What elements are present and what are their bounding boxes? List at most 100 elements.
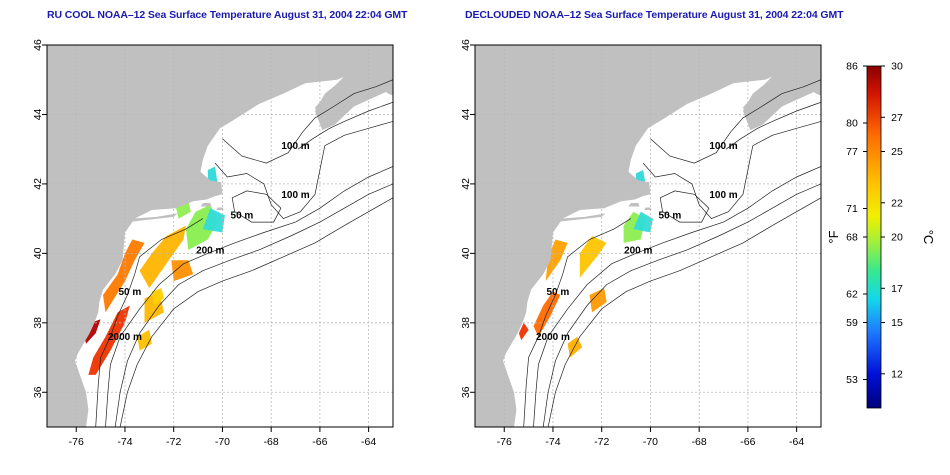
bathymetry-contour bbox=[642, 121, 821, 220]
sst-patch bbox=[579, 236, 607, 278]
contour-label: 50 m bbox=[546, 287, 569, 298]
bathymetry-contour bbox=[659, 190, 710, 223]
x-tick-label: -76 bbox=[497, 436, 512, 448]
island bbox=[200, 203, 212, 207]
bathymetry-contour bbox=[105, 166, 393, 427]
celsius-tick-label: 27 bbox=[891, 112, 903, 124]
x-tick-label: -64 bbox=[789, 436, 804, 448]
x-tick-label: -74 bbox=[545, 436, 560, 448]
y-tick-label: 40 bbox=[460, 247, 472, 259]
celsius-tick-label: 30 bbox=[891, 61, 903, 73]
contour-label: 50 m bbox=[118, 287, 141, 298]
y-tick-label: 46 bbox=[32, 39, 44, 51]
bathymetry-contour bbox=[533, 166, 821, 427]
temperature-colorbar: 30 27 25 22 20 17 15 12 86 80 77 71 68 62 59 53 °F °C bbox=[826, 61, 936, 409]
bathymetry-contour bbox=[214, 121, 393, 220]
y-tick-label: 38 bbox=[32, 317, 44, 329]
sst-patch bbox=[171, 260, 194, 282]
sst-patch bbox=[207, 166, 218, 184]
y-tick-label: 44 bbox=[460, 108, 472, 120]
bathymetry-contour bbox=[95, 218, 204, 427]
island bbox=[555, 213, 606, 223]
contour-label: 2000 m bbox=[108, 332, 142, 343]
contour-label: 2000 m bbox=[536, 332, 570, 343]
left-map-panel: 100 m 100 m 50 m 200 m 50 m 2000 m -76 -74 -72 -7… bbox=[32, 39, 394, 448]
y-tick-label: 36 bbox=[460, 386, 472, 398]
right-panel-title: DECLOUDED NOAA–12 Sea Surface Temperatur… bbox=[465, 9, 844, 21]
colorbar-gradient bbox=[866, 65, 882, 409]
x-tick-label: -66 bbox=[740, 436, 755, 448]
y-tick-label: 44 bbox=[32, 108, 44, 120]
fahrenheit-unit: °F bbox=[826, 230, 841, 243]
bathymetry-contour bbox=[297, 101, 393, 150]
contour-label: 200 m bbox=[196, 245, 224, 256]
fahrenheit-tick-label: 62 bbox=[846, 289, 858, 301]
bathymetry-contour bbox=[547, 197, 821, 427]
contour-label: 100 m bbox=[281, 141, 309, 152]
celsius-tick-label: 22 bbox=[891, 197, 903, 209]
x-tick-label: -76 bbox=[69, 436, 84, 448]
bathymetry-contour bbox=[222, 79, 393, 164]
y-tick-label: 46 bbox=[460, 39, 472, 51]
x-tick-label: -70 bbox=[643, 436, 658, 448]
island bbox=[127, 213, 178, 223]
x-tick-label: -72 bbox=[166, 436, 181, 448]
land-mass bbox=[47, 45, 393, 427]
land-mass bbox=[743, 45, 821, 131]
y-tick-label: 40 bbox=[32, 247, 44, 259]
celsius-tick-label: 12 bbox=[891, 368, 903, 380]
y-tick-label: 36 bbox=[32, 386, 44, 398]
fahrenheit-tick-label: 71 bbox=[846, 203, 858, 215]
sst-patch bbox=[151, 288, 164, 306]
sst-patch bbox=[176, 201, 191, 219]
celsius-unit: °C bbox=[921, 230, 936, 245]
x-tick-label: -68 bbox=[692, 436, 707, 448]
right-map-panel: 100 m 100 m 50 m 200 m 50 m 2000 m -76 -74 -72 -7… bbox=[460, 39, 822, 448]
fahrenheit-tick-label: 80 bbox=[846, 118, 858, 130]
contour-label: 100 m bbox=[709, 190, 737, 201]
land-mass bbox=[315, 45, 393, 131]
y-tick-label: 42 bbox=[32, 178, 44, 190]
sst-patch bbox=[633, 211, 653, 233]
left-panel-title: RU COOL NOAA–12 Sea Surface Temperature … bbox=[47, 9, 408, 21]
sst-patch bbox=[139, 225, 186, 289]
bathymetry-contour bbox=[542, 183, 821, 427]
island bbox=[628, 203, 640, 207]
y-tick-label: 38 bbox=[460, 317, 472, 329]
sst-patch bbox=[533, 291, 561, 337]
contour-label: 50 m bbox=[231, 211, 254, 222]
x-tick-label: -74 bbox=[117, 436, 132, 448]
contour-label: 100 m bbox=[281, 190, 309, 201]
island bbox=[644, 207, 652, 210]
x-tick-label: -72 bbox=[594, 436, 609, 448]
x-tick-label: -64 bbox=[361, 436, 376, 448]
island bbox=[216, 207, 224, 210]
land-mass bbox=[475, 45, 821, 427]
bathymetry-contour bbox=[523, 218, 632, 427]
bathymetry-contour bbox=[119, 197, 393, 427]
y-tick-label: 42 bbox=[460, 178, 472, 190]
x-tick-label: -70 bbox=[215, 436, 230, 448]
fahrenheit-tick-label: 68 bbox=[846, 232, 858, 244]
sst-patch bbox=[137, 329, 152, 351]
fahrenheit-tick-label: 53 bbox=[846, 374, 858, 386]
contour-label: 50 m bbox=[659, 211, 682, 222]
x-tick-label: -66 bbox=[312, 436, 327, 448]
fahrenheit-tick-label: 77 bbox=[846, 146, 858, 158]
contour-label: 100 m bbox=[709, 141, 737, 152]
plot-frame bbox=[46, 44, 394, 428]
celsius-tick-label: 25 bbox=[891, 146, 903, 158]
sst-patch bbox=[518, 322, 529, 341]
contour-label: 200 m bbox=[624, 245, 652, 256]
x-tick-label: -68 bbox=[264, 436, 279, 448]
sst-patch bbox=[589, 288, 607, 313]
sst-patch bbox=[202, 208, 225, 233]
bathymetry-contour bbox=[725, 101, 821, 150]
fahrenheit-tick-label: 59 bbox=[846, 317, 858, 329]
celsius-tick-label: 20 bbox=[891, 232, 903, 244]
celsius-tick-label: 17 bbox=[891, 283, 903, 295]
celsius-tick-label: 15 bbox=[891, 317, 903, 329]
bathymetry-contour bbox=[650, 79, 821, 164]
plot-frame bbox=[474, 44, 822, 428]
